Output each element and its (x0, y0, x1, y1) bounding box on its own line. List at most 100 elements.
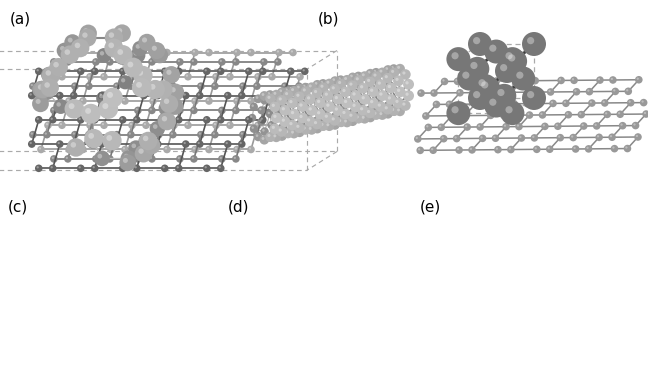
Circle shape (268, 73, 276, 80)
Circle shape (342, 89, 345, 92)
Circle shape (240, 133, 243, 135)
Circle shape (636, 77, 639, 80)
Circle shape (254, 94, 262, 103)
Circle shape (277, 131, 286, 141)
Circle shape (470, 90, 473, 93)
Circle shape (56, 140, 64, 148)
Circle shape (480, 77, 487, 85)
Circle shape (176, 58, 183, 66)
Circle shape (329, 115, 340, 126)
Circle shape (349, 78, 357, 86)
Circle shape (41, 67, 57, 83)
Circle shape (570, 77, 578, 84)
Circle shape (312, 88, 322, 98)
Circle shape (403, 90, 414, 101)
Circle shape (232, 155, 240, 163)
Circle shape (234, 108, 236, 110)
Circle shape (103, 88, 123, 108)
Circle shape (100, 121, 108, 129)
Circle shape (303, 105, 305, 107)
Circle shape (51, 118, 53, 120)
Circle shape (535, 90, 538, 92)
Text: (e): (e) (420, 200, 441, 215)
Circle shape (476, 123, 484, 131)
Circle shape (268, 96, 270, 99)
Circle shape (362, 112, 364, 115)
Circle shape (73, 133, 75, 135)
Circle shape (127, 131, 135, 139)
Circle shape (296, 94, 299, 97)
Circle shape (381, 92, 389, 100)
Circle shape (87, 123, 90, 125)
Circle shape (294, 92, 305, 102)
Circle shape (122, 147, 125, 150)
Circle shape (287, 120, 298, 131)
Circle shape (265, 132, 275, 142)
Circle shape (36, 85, 41, 90)
Circle shape (430, 89, 438, 97)
Circle shape (78, 166, 81, 169)
Circle shape (314, 126, 318, 129)
Circle shape (92, 58, 100, 66)
Circle shape (152, 46, 157, 51)
Circle shape (247, 97, 255, 105)
Circle shape (294, 112, 297, 115)
Circle shape (135, 157, 138, 159)
Circle shape (518, 134, 526, 142)
Circle shape (197, 82, 205, 90)
Circle shape (266, 92, 273, 99)
Circle shape (593, 122, 601, 130)
Circle shape (39, 84, 54, 100)
Circle shape (249, 99, 251, 101)
Circle shape (50, 58, 58, 66)
Circle shape (389, 68, 399, 78)
Circle shape (58, 121, 66, 129)
Circle shape (170, 121, 178, 129)
Circle shape (205, 118, 207, 120)
Circle shape (342, 75, 352, 85)
Circle shape (280, 125, 283, 128)
Circle shape (135, 166, 137, 169)
Circle shape (374, 90, 376, 92)
Circle shape (299, 115, 303, 118)
Circle shape (362, 96, 365, 100)
Circle shape (307, 121, 316, 130)
Circle shape (172, 75, 174, 77)
Circle shape (203, 116, 211, 124)
Circle shape (373, 74, 376, 77)
Circle shape (307, 96, 310, 100)
Circle shape (285, 88, 288, 91)
Circle shape (389, 107, 399, 116)
Circle shape (610, 135, 612, 137)
Circle shape (192, 60, 194, 62)
Circle shape (406, 81, 409, 84)
Circle shape (211, 131, 218, 139)
Circle shape (140, 92, 148, 99)
Circle shape (534, 88, 542, 96)
Circle shape (81, 104, 101, 124)
Circle shape (191, 146, 199, 153)
Circle shape (217, 116, 225, 124)
Circle shape (354, 75, 364, 85)
Circle shape (274, 58, 282, 66)
Circle shape (481, 81, 489, 88)
Circle shape (141, 93, 144, 96)
Circle shape (112, 92, 120, 99)
Circle shape (397, 108, 400, 111)
Circle shape (280, 94, 283, 97)
Circle shape (270, 101, 280, 112)
Circle shape (515, 123, 523, 130)
Circle shape (78, 69, 81, 71)
Circle shape (65, 108, 68, 110)
Circle shape (143, 136, 160, 154)
Circle shape (431, 148, 434, 150)
Circle shape (239, 131, 247, 139)
Circle shape (65, 157, 68, 159)
Circle shape (121, 69, 123, 71)
Circle shape (350, 75, 353, 77)
Circle shape (250, 116, 252, 118)
Circle shape (122, 50, 125, 52)
Circle shape (60, 75, 62, 77)
Circle shape (121, 78, 125, 82)
Circle shape (218, 155, 226, 163)
